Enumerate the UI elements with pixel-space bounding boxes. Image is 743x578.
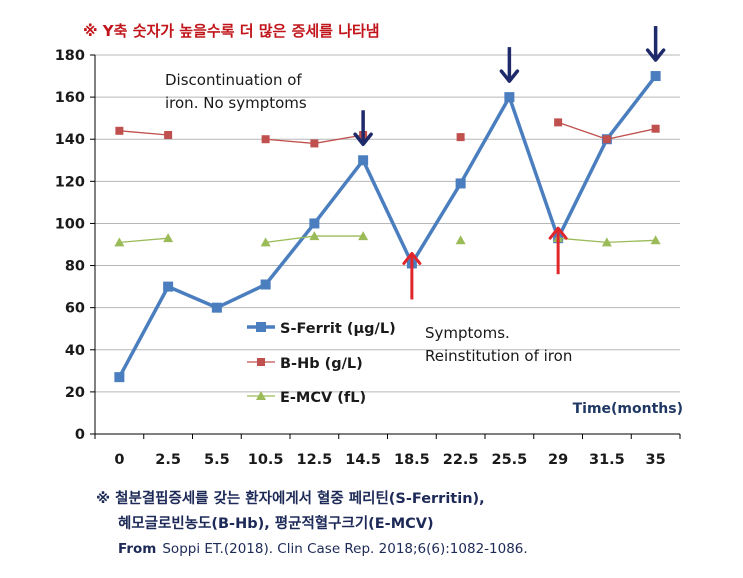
footer-note-line2: 혜모글로빈농도(B-Hb), 평균적혈구크기(E-MCV) bbox=[118, 516, 434, 532]
legend-label-b-hb: B-Hb (g/L) bbox=[280, 356, 363, 372]
annotation-discontinuation-line1: Discontinuation of bbox=[165, 71, 302, 89]
down-arrow-head-35 bbox=[645, 48, 666, 62]
x-tick-label-3: 10.5 bbox=[248, 452, 284, 468]
data-point-s-ferrit-11 bbox=[650, 71, 661, 82]
legend-marker-b-hb bbox=[257, 358, 265, 366]
x-tick-label-6: 18.5 bbox=[394, 452, 430, 468]
legend-label-s-ferrit: S-Ferrit (μg/L) bbox=[280, 321, 396, 337]
x-tick-label-1: 2.5 bbox=[155, 452, 181, 468]
down-arrow-25.5 bbox=[499, 47, 520, 83]
data-point-e-mcv-1 bbox=[163, 233, 174, 243]
series-line-s-ferrit-0 bbox=[117, 74, 658, 378]
y-tick-label-20: 20 bbox=[65, 385, 85, 401]
x-tick-label-4: 12.5 bbox=[296, 452, 332, 468]
data-point-b-hb-4 bbox=[310, 139, 319, 148]
data-point-s-ferrit-5 bbox=[358, 155, 369, 166]
up-arrow-head-29 bbox=[548, 226, 568, 240]
up-arrow-head-18.5 bbox=[402, 251, 422, 265]
series-e-mcv bbox=[114, 231, 661, 247]
x-tick-label-7: 22.5 bbox=[443, 452, 479, 468]
data-point-s-ferrit-8 bbox=[504, 92, 515, 103]
down-arrow-14.5 bbox=[353, 110, 373, 147]
x-axis-title: Time(months) bbox=[573, 401, 683, 417]
data-point-e-mcv-11 bbox=[650, 235, 661, 245]
event-arrows bbox=[353, 26, 666, 300]
data-point-b-hb-3 bbox=[261, 135, 270, 144]
legend-item-b-hb: B-Hb (g/L) bbox=[247, 356, 363, 372]
x-tick-label-5: 14.5 bbox=[345, 452, 381, 468]
data-point-e-mcv-3 bbox=[260, 237, 271, 247]
data-point-b-hb-7 bbox=[456, 133, 465, 142]
legend-label-e-mcv: E-MCV (fL) bbox=[280, 390, 366, 406]
footer-note-line1: ※ 철분결핍증세를 갖는 환자에게서 혈중 페리틴(S-Ferritin), bbox=[96, 491, 485, 507]
up-arrow-29 bbox=[548, 226, 568, 275]
annotation-symptoms-line1: Symptoms. bbox=[425, 324, 510, 342]
annotation-discontinuation-line2: iron. No symptoms bbox=[165, 94, 307, 112]
data-point-s-ferrit-4 bbox=[309, 218, 320, 229]
x-tick-label-10: 31.5 bbox=[589, 452, 625, 468]
y-tick-labels: 0 20 40 60 80 100 120 140 160 180 bbox=[55, 48, 85, 443]
legend-item-e-mcv: E-MCV (fL) bbox=[247, 390, 366, 406]
y-tick-label-100: 100 bbox=[55, 216, 85, 232]
data-point-s-ferrit-7 bbox=[455, 178, 466, 189]
legend-item-s-ferrit: S-Ferrit (μg/L) bbox=[247, 321, 396, 337]
data-point-b-hb-0 bbox=[115, 126, 124, 135]
y-tick-label-60: 60 bbox=[65, 301, 85, 317]
legend: S-Ferrit (μg/L) B-Hb (g/L) E-MCV (fL) bbox=[247, 321, 396, 406]
x-tick-labels: 0 2.5 5.5 10.5 12.5 14.5 18.5 22.5 25.5 29 31.5 35 bbox=[114, 452, 665, 468]
data-point-e-mcv-4 bbox=[309, 231, 320, 241]
line-chart: 0 20 40 60 80 100 120 140 160 180 0 2.5 5.5 10.5 12.5… bbox=[55, 26, 683, 468]
x-tick-label-0: 0 bbox=[114, 452, 124, 468]
axes bbox=[90, 54, 681, 439]
series-line-b-hb-0 bbox=[119, 130, 169, 136]
y-tick-label-160: 160 bbox=[55, 90, 85, 106]
data-point-s-ferrit-2 bbox=[211, 302, 222, 313]
data-point-s-ferrit-3 bbox=[260, 279, 271, 290]
down-arrow-35 bbox=[645, 26, 666, 62]
y-tick-label-140: 140 bbox=[55, 132, 85, 148]
source-citation: From Soppi ET.(2018). Clin Case Rep. 2018… bbox=[118, 541, 528, 557]
y-tick-label-40: 40 bbox=[65, 343, 85, 359]
x-tick-label-9: 29 bbox=[548, 452, 568, 468]
data-point-s-ferrit-1 bbox=[163, 281, 174, 292]
chart-header-note: ※ Y축 숫자가 높을수록 더 많은 증세를 나타냄 bbox=[83, 22, 380, 40]
data-point-e-mcv-7 bbox=[455, 235, 466, 245]
grid-lines bbox=[95, 54, 680, 393]
source-label: From bbox=[118, 541, 157, 557]
y-tick-label-120: 120 bbox=[55, 174, 85, 190]
footer-note: ※ 철분결핍증세를 갖는 환자에게서 혈중 페리틴(S-Ferritin), 혜… bbox=[96, 487, 485, 537]
x-tick-label-11: 35 bbox=[646, 452, 666, 468]
x-tick-label-2: 5.5 bbox=[204, 452, 230, 468]
y-tick-label-80: 80 bbox=[65, 259, 85, 275]
data-point-b-hb-11 bbox=[651, 124, 660, 133]
series-line-e-mcv-0 bbox=[119, 237, 169, 244]
annotation-symptoms-line2: Reinstitution of iron bbox=[425, 347, 572, 365]
y-tick-label-0: 0 bbox=[75, 427, 85, 443]
data-point-e-mcv-10 bbox=[601, 237, 612, 247]
y-tick-label-180: 180 bbox=[55, 48, 85, 64]
data-point-b-hb-9 bbox=[554, 118, 563, 127]
legend-marker-s-ferrit bbox=[256, 322, 266, 332]
series-b-hb bbox=[115, 118, 660, 148]
up-arrow-18.5 bbox=[402, 251, 422, 300]
data-point-b-hb-10 bbox=[602, 135, 611, 144]
data-point-b-hb-1 bbox=[164, 131, 173, 140]
data-point-e-mcv-5 bbox=[358, 231, 369, 241]
down-arrow-head-25.5 bbox=[499, 69, 520, 83]
x-tick-label-8: 25.5 bbox=[491, 452, 527, 468]
source-text: Soppi ET.(2018). Clin Case Rep. 2018;6(6… bbox=[162, 541, 528, 557]
down-arrow-head-14.5 bbox=[353, 132, 373, 147]
legend-marker-e-mcv bbox=[256, 391, 266, 400]
data-point-s-ferrit-0 bbox=[114, 372, 125, 383]
data-point-e-mcv-0 bbox=[114, 237, 125, 247]
